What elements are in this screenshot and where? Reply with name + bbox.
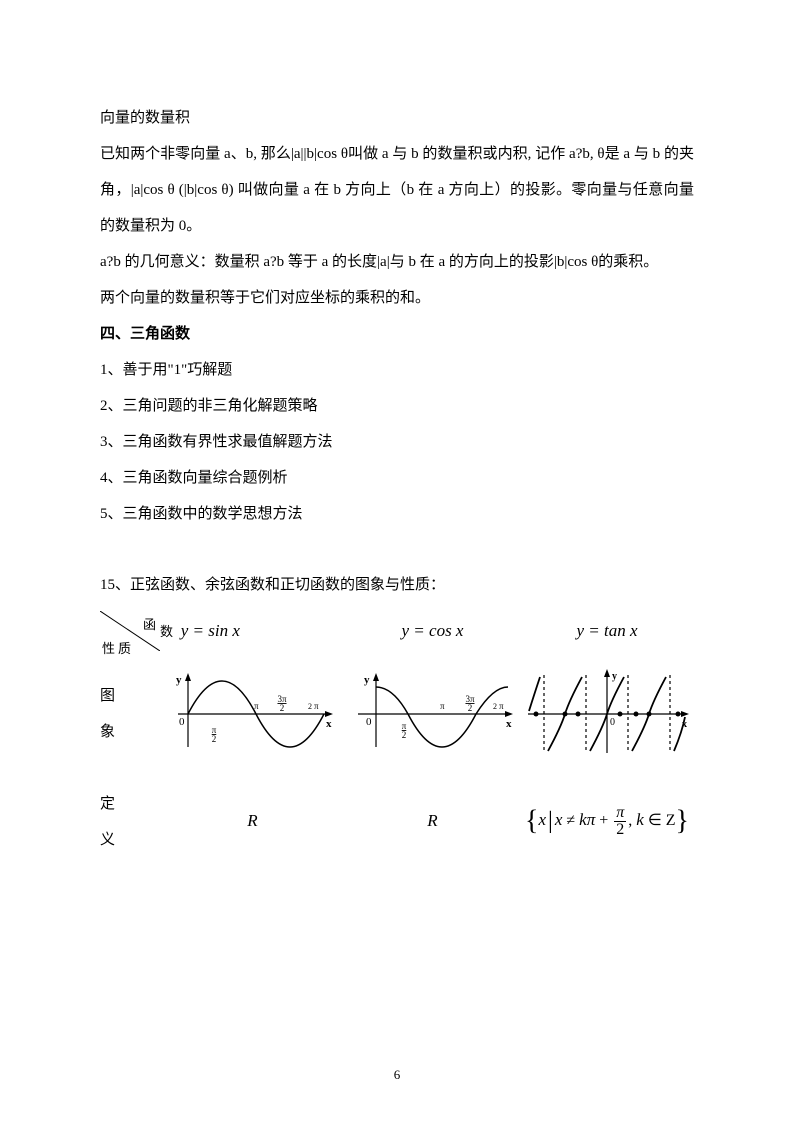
table-header-row: 函 性 质 数 y = sin x y = cos x y = tan x [100, 611, 694, 662]
tan-graph: y x 0 [522, 667, 692, 761]
table-title: 15、正弦函数、余弦函数和正切函数的图象与性质： [100, 567, 694, 603]
domain-row: 定 义 R R {x|x ≠ kπ + π2, k ∈ Z} [100, 766, 694, 858]
paragraph: 已知两个非零向量 a、b, 那么|a||b|cos θ叫做 a 与 b 的数量积… [100, 136, 694, 244]
svg-text:π: π [440, 701, 445, 711]
svg-text:0: 0 [610, 717, 615, 728]
col-header: 数 y = sin x [160, 611, 345, 662]
paragraph: 向量的数量积 [100, 100, 694, 136]
svg-text:2: 2 [467, 703, 472, 713]
domain-cell: R [160, 766, 345, 858]
sin-graph: y x 0 π 2 π 3π 2 2 π [168, 669, 338, 759]
row-label: 图 [100, 678, 160, 714]
svg-text:2: 2 [401, 730, 406, 740]
func-label: y = tan x [576, 621, 637, 640]
domain-value: R [427, 811, 437, 830]
diagonal-header-cell: 函 性 质 [100, 611, 160, 662]
section-heading: 四、三角函数 [100, 316, 694, 352]
diag-top-label-2: 数 [160, 624, 173, 639]
svg-text:2: 2 [211, 734, 216, 744]
svg-text:0: 0 [179, 716, 185, 728]
diag-top-label: 函 [143, 609, 156, 640]
trig-table: 函 性 质 数 y = sin x y = cos x y = tan x 图 [100, 611, 694, 858]
row-label: 义 [100, 822, 160, 858]
svg-text:2: 2 [308, 702, 312, 711]
svg-text:x: x [506, 718, 512, 730]
graph-row: 图 象 y x 0 π 2 π [100, 662, 694, 766]
row-label: 定 [100, 786, 160, 822]
svg-text:2: 2 [279, 703, 284, 713]
paragraph: a?b 的几何意义：数量积 a?b 等于 a 的长度|a|与 b 在 a 的方向… [100, 244, 694, 280]
diag-bottom-label: 性 [102, 633, 115, 664]
list-item: 2、三角问题的非三角化解题策略 [100, 388, 694, 424]
list-item: 1、善于用"1"巧解题 [100, 352, 694, 388]
func-label: y = sin x [181, 621, 240, 640]
col-header: y = tan x [520, 611, 694, 662]
col-header: y = cos x [345, 611, 520, 662]
domain-value: R [247, 811, 257, 830]
tan-graph-cell: y x 0 [520, 662, 694, 766]
spacer [100, 532, 694, 567]
svg-text:π: π [314, 701, 319, 711]
domain-set-expr: {x|x ≠ kπ + π2, k ∈ Z} [525, 812, 689, 829]
domain-cell: R [345, 766, 520, 858]
paragraph: 两个向量的数量积等于它们对应坐标的乘积的和。 [100, 280, 694, 316]
sin-graph-cell: y x 0 π 2 π 3π 2 2 π [160, 662, 345, 766]
svg-text:y: y [364, 674, 370, 686]
diag-bottom-label-2: 质 [118, 633, 131, 664]
svg-text:π: π [499, 701, 504, 711]
row-label: 象 [100, 714, 160, 750]
row-label-cell: 定 义 [100, 766, 160, 858]
svg-text:2: 2 [493, 702, 497, 711]
svg-text:π: π [254, 701, 259, 711]
svg-text:y: y [176, 674, 182, 686]
document-content: 向量的数量积 已知两个非零向量 a、b, 那么|a||b|cos θ叫做 a 与… [100, 100, 694, 858]
cos-graph-cell: y x 0 π 2 π 3π 2 2 π [345, 662, 520, 766]
svg-text:y: y [612, 671, 617, 682]
page-number: 6 [0, 1067, 794, 1083]
svg-text:x: x [326, 718, 332, 730]
list-item: 4、三角函数向量综合题例析 [100, 460, 694, 496]
svg-text:0: 0 [366, 716, 372, 728]
domain-cell: {x|x ≠ kπ + π2, k ∈ Z} [520, 766, 694, 858]
list-item: 5、三角函数中的数学思想方法 [100, 496, 694, 532]
func-label: y = cos x [402, 621, 464, 640]
row-label-cell: 图 象 [100, 662, 160, 766]
cos-graph: y x 0 π 2 π 3π 2 2 π [348, 669, 518, 759]
list-item: 3、三角函数有界性求最值解题方法 [100, 424, 694, 460]
